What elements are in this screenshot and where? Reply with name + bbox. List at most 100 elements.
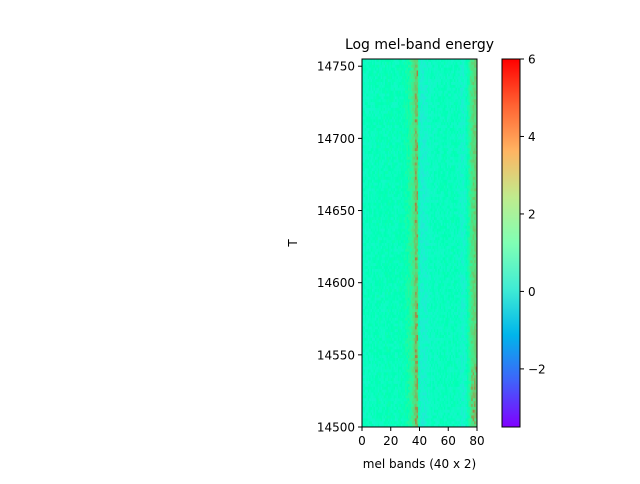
heatmap-cell (369, 202, 371, 206)
heatmap-cell (412, 366, 415, 370)
heatmap-cell (395, 383, 397, 388)
heatmap-cell (387, 70, 390, 74)
heatmap-cell (392, 303, 394, 307)
heatmap-cell (408, 214, 410, 218)
heatmap-cell (405, 59, 407, 63)
heatmap-cell (405, 102, 407, 106)
heatmap-cell (383, 102, 386, 106)
heatmap-cell (373, 415, 376, 419)
heatmap-cell (367, 349, 370, 353)
heatmap-cell (408, 107, 410, 112)
heatmap-cell (406, 326, 409, 330)
heatmap-cell (415, 300, 417, 304)
heatmap-cell (379, 323, 382, 327)
heatmap-cell (403, 188, 406, 192)
heatmap-cell (405, 283, 407, 287)
heatmap-cell (406, 162, 409, 166)
heatmap-cell (396, 378, 399, 382)
heatmap-cell (389, 145, 392, 149)
heatmap-cell (400, 139, 403, 143)
heatmap-cell (397, 105, 400, 109)
heatmap-cell (362, 271, 364, 275)
heatmap-cell (400, 237, 403, 241)
heatmap-cell (390, 312, 393, 316)
heatmap-cell (392, 84, 394, 89)
heatmap-cell (402, 61, 405, 66)
heatmap-cell (416, 251, 419, 255)
heatmap-cell (399, 217, 402, 221)
heatmap-cell (413, 67, 416, 71)
heatmap-cell (402, 320, 405, 324)
heatmap-cell (379, 268, 382, 273)
heatmap-cell (409, 202, 412, 206)
heatmap-cell (395, 283, 397, 287)
heatmap-cell (372, 228, 374, 232)
heatmap-cell (396, 79, 399, 83)
heatmap-cell (380, 383, 383, 388)
heatmap-cell (409, 225, 412, 229)
heatmap-cell (402, 168, 405, 172)
heatmap-cell (376, 389, 379, 393)
heatmap-cell (382, 211, 384, 215)
heatmap-cell (372, 153, 374, 158)
heatmap-cell (369, 130, 371, 135)
heatmap-cell (393, 337, 396, 342)
heatmap-cell (406, 260, 409, 264)
heatmap-cell (403, 151, 406, 155)
heatmap-cell (374, 107, 377, 112)
heatmap-cell (395, 179, 397, 183)
heatmap-cell (377, 378, 380, 382)
heatmap-cell (386, 90, 389, 94)
heatmap-cell (410, 119, 413, 123)
heatmap-cell (387, 260, 390, 264)
heatmap-cell (385, 119, 387, 123)
heatmap-cell (416, 156, 419, 160)
heatmap-cell (415, 266, 417, 270)
heatmap-cell (385, 90, 387, 94)
heatmap-cell (385, 283, 387, 287)
heatmap-cell (395, 369, 397, 373)
heatmap-cell (383, 306, 386, 310)
heatmap-cell (409, 197, 412, 201)
heatmap-cell (397, 151, 400, 155)
heatmap-cell (369, 277, 371, 281)
heatmap-cell (367, 151, 370, 155)
heatmap-cell (403, 268, 406, 273)
heatmap-cell (380, 245, 383, 250)
heatmap-cell (400, 148, 403, 152)
heatmap-cell (390, 240, 393, 244)
heatmap-cell (372, 133, 374, 137)
heatmap-cell (370, 245, 373, 250)
heatmap-cell (367, 214, 370, 218)
heatmap-cell (415, 317, 417, 321)
heatmap-cell (389, 343, 392, 347)
heatmap-cell (366, 424, 369, 427)
heatmap-cell (385, 366, 387, 370)
heatmap-cell (416, 280, 419, 284)
heatmap-cell (402, 383, 405, 388)
heatmap-cell (366, 337, 369, 342)
heatmap-cell (408, 130, 410, 135)
heatmap-cell (370, 349, 373, 353)
heatmap-cell (403, 202, 406, 206)
heatmap-cell (390, 220, 393, 224)
heatmap-cell (395, 93, 397, 97)
heatmap-cell (400, 291, 403, 296)
heatmap-cell (402, 406, 405, 411)
heatmap-cell (376, 159, 379, 163)
heatmap-cell (367, 257, 370, 261)
heatmap-cell (367, 329, 370, 333)
heatmap-cell (416, 225, 419, 229)
heatmap-cell (413, 243, 416, 247)
heatmap-cell (387, 355, 390, 359)
heatmap-cell (396, 148, 399, 152)
heatmap-cell (389, 225, 392, 229)
heatmap-cell (362, 182, 364, 186)
heatmap-cell (405, 188, 407, 192)
heatmap-cell (369, 263, 371, 267)
heatmap-cell (377, 395, 380, 399)
heatmap-cell (370, 151, 373, 155)
heatmap-cell (408, 185, 410, 189)
heatmap-cell (377, 197, 380, 201)
heatmap-cell (403, 306, 406, 310)
